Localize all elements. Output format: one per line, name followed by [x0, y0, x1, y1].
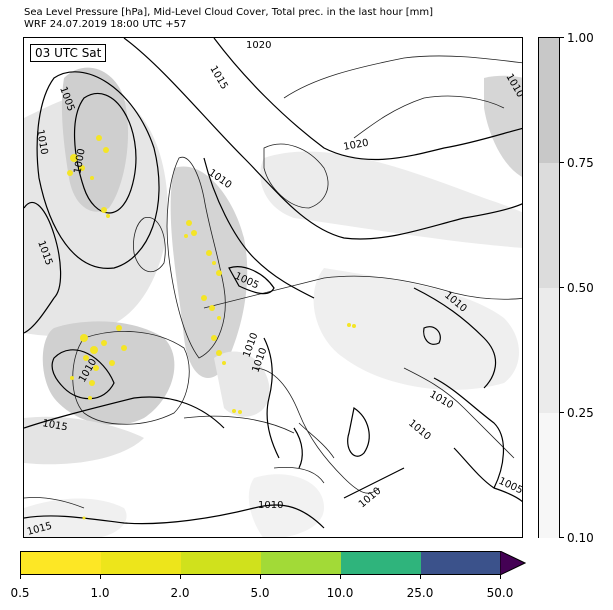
- isobar-label: 1005: [497, 476, 523, 497]
- isobar-label: 1015: [26, 521, 53, 538]
- cloud-tick: [560, 37, 564, 38]
- cloud-cover-colorbar: [538, 37, 560, 538]
- precip-tick-label: 0.5: [10, 586, 30, 600]
- precip-tick-label: 10.0: [326, 586, 354, 600]
- precip-tick: [260, 575, 261, 579]
- isobar-label: 1020: [246, 40, 271, 51]
- cloud-tick-label: 0.10: [567, 531, 594, 545]
- precip-colorbar-segment: [101, 552, 181, 574]
- precip-tick: [420, 575, 421, 579]
- cloud-colorbar-segment: [539, 38, 559, 163]
- cloud-colorbar-segment: [539, 413, 559, 538]
- cloud-tick-label: 0.25: [567, 406, 594, 420]
- cloud-tick: [560, 162, 564, 163]
- precip-layer: [67, 135, 356, 520]
- isobar-label: 1015: [41, 418, 68, 433]
- precip-tick-label: 2.0: [170, 586, 190, 600]
- cloud-colorbar-segment: [539, 163, 559, 288]
- cloud-tick: [560, 412, 564, 413]
- cloud-tick-label: 0.50: [567, 281, 594, 295]
- precip-colorbar-segment: [181, 552, 261, 574]
- isobar-label: 1010: [34, 129, 49, 156]
- valid-time-badge: 03 UTC Sat: [30, 44, 107, 62]
- precip-colorbar-segment: [261, 552, 341, 574]
- isobar-layer: [24, 38, 522, 529]
- cloud-tick: [560, 287, 564, 288]
- isobar-label: 1015: [207, 64, 229, 92]
- chart-title: Sea Level Pressure [hPa], Mid-Level Clou…: [24, 7, 434, 18]
- isobar-label: 1000: [72, 148, 87, 175]
- run-info: WRF 24.07.2019 18:00 UTC +57: [24, 19, 187, 30]
- precip-tick-label: 50.0: [486, 586, 514, 600]
- precip-colorbar-extend-arrow: [500, 551, 526, 575]
- precip-tick: [340, 575, 341, 579]
- precip-tick: [180, 575, 181, 579]
- precip-colorbar-segment: [341, 552, 421, 574]
- precip-tick-label: 5.0: [250, 586, 270, 600]
- isobar-label: 1010: [258, 500, 283, 511]
- precip-tick: [100, 575, 101, 579]
- cloud-tick: [560, 537, 564, 538]
- precip-colorbar: [20, 551, 502, 575]
- cloud-tick-label: 0.75: [567, 156, 594, 170]
- precip-colorbar-segment: [21, 552, 101, 574]
- precip-tick: [500, 575, 501, 579]
- isobar-label: 1010: [406, 418, 433, 443]
- map-panel: 1020 1015 1005 1010 1000 1010 1015 1020 …: [23, 37, 523, 538]
- precip-tick-label: 1.0: [90, 586, 110, 600]
- precip-colorbar-segment: [421, 552, 502, 574]
- coastline-layer: [24, 55, 522, 509]
- cloud-colorbar-segment: [539, 288, 559, 413]
- isobar-label: 1020: [343, 138, 370, 153]
- precip-tick: [20, 575, 21, 579]
- precip-tick-label: 25.0: [406, 586, 434, 600]
- map-canvas: 1020 1015 1005 1010 1000 1010 1015 1020 …: [24, 38, 523, 538]
- isobar-label: 1010: [428, 389, 456, 411]
- cloud-tick-label: 1.00: [567, 31, 594, 45]
